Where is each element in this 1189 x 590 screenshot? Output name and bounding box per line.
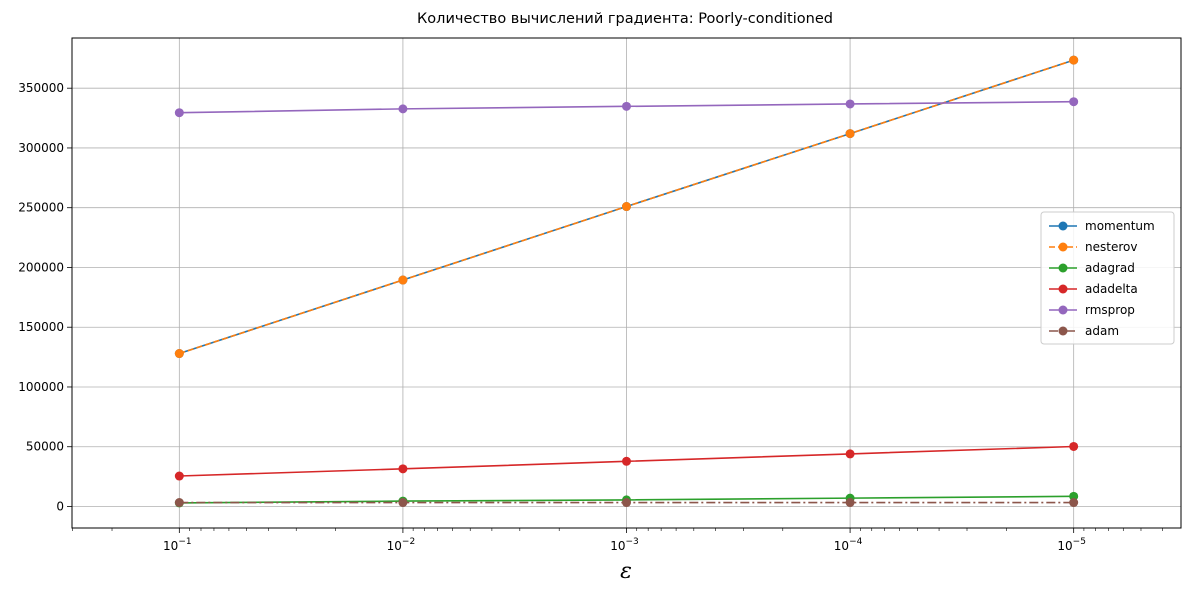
data-point-nesterov [845,129,855,139]
data-point-adadelta [845,449,855,459]
legend-label-momentum: momentum [1085,219,1155,233]
y-tick-label: 200000 [18,260,64,274]
x-axis-ticks: 10−1 10−2 10−3 10−4 10−5 [72,528,1163,553]
x-tick-label: 10−1 [163,537,192,553]
legend-label-rmsprop: rmsprop [1085,303,1135,317]
data-point-adadelta [398,464,408,474]
x-tick-label-base: 10 [1057,539,1072,553]
legend-marker-nesterov [1058,242,1068,252]
data-point-adam [398,498,408,508]
legend-marker-momentum [1058,221,1068,231]
x-tick-label-base: 10 [834,539,849,553]
data-point-adam [845,498,855,508]
y-tick-label: 100000 [18,380,64,394]
data-point-adam [622,498,631,508]
x-tick-label-exponent: −2 [402,537,415,547]
data-point-rmsprop [398,104,408,114]
chart-title: Количество вычислений градиента: Poorly-… [417,11,833,27]
y-tick-label: 150000 [18,320,64,334]
y-tick-label: 0 [56,499,64,513]
x-tick-label: 10−2 [387,537,416,553]
x-tick-label-exponent: −1 [178,537,191,547]
legend-marker-adagrad [1058,263,1068,273]
data-point-rmsprop [174,108,184,118]
x-tick-label-exponent: −5 [1073,537,1086,547]
y-tick-label: 250000 [18,201,64,215]
data-point-adadelta [622,456,631,466]
data-point-rmsprop [1069,97,1079,107]
data-point-nesterov [174,349,184,359]
legend-label-adadelta: adadelta [1085,282,1138,296]
data-point-nesterov [622,202,631,212]
legend-marker-adam [1058,326,1068,336]
data-point-adam [1069,498,1079,508]
x-tick-label-exponent: −4 [849,537,863,547]
legend-label-adam: adam [1085,324,1119,338]
series-layer [174,55,1079,508]
y-tick-label: 50000 [26,440,64,454]
x-axis-label: ε [620,559,632,584]
y-tick-label: 350000 [18,81,64,95]
legend-box [1040,211,1175,345]
x-tick-label: 10−3 [610,537,639,553]
legend-marker-rmsprop [1058,305,1068,315]
x-tick-label-base: 10 [387,539,402,553]
x-tick-label-base: 10 [610,539,625,553]
data-point-rmsprop [845,99,855,109]
y-axis-ticks: 0 50000 100000 150000 200000 250000 300000 3500… [18,81,72,513]
legend-label-nesterov: nesterov [1085,240,1137,254]
x-tick-label-base: 10 [163,539,178,553]
data-point-adam [174,498,184,508]
y-tick-label: 300000 [18,141,64,155]
legend-label-adagrad: adagrad [1085,261,1135,275]
data-point-nesterov [1069,55,1079,65]
x-tick-label: 10−4 [834,537,863,553]
data-point-adadelta [1069,441,1079,451]
data-point-adadelta [174,471,184,481]
legend: momentum nesterov adagrad adadelta rmsprop ad… [1040,211,1175,345]
data-point-nesterov [398,275,408,285]
data-point-rmsprop [622,101,631,111]
x-tick-label-exponent: −3 [626,537,639,547]
legend-marker-adadelta [1058,284,1068,294]
data-point-adagrad [1069,491,1079,501]
x-tick-label: 10−5 [1057,537,1086,553]
